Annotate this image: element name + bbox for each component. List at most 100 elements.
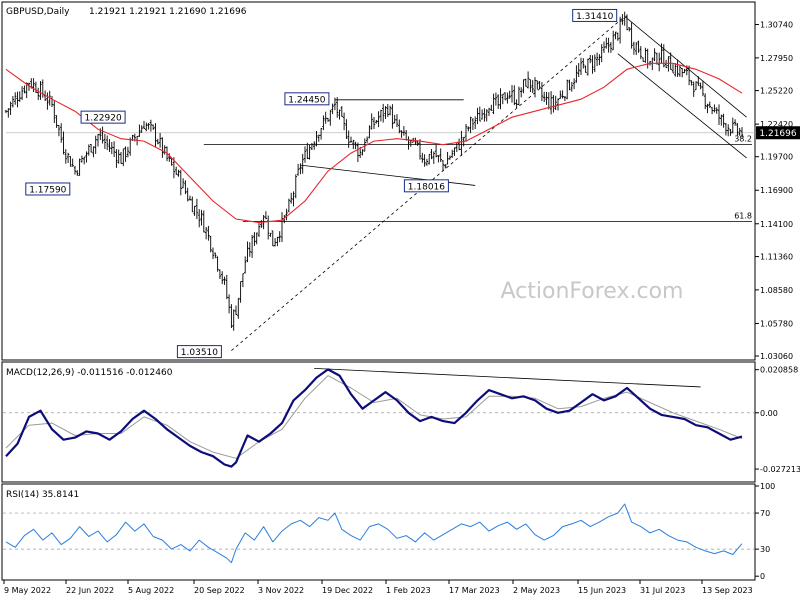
x-tick-label: 19 Dec 2022 bbox=[322, 586, 373, 595]
price-bar bbox=[112, 141, 116, 158]
price-bar bbox=[198, 209, 201, 228]
price-bar bbox=[722, 113, 725, 128]
price-bar bbox=[83, 156, 86, 165]
fib-label: 61.8 bbox=[734, 211, 752, 220]
price-bar bbox=[296, 163, 300, 176]
price-bar bbox=[64, 149, 67, 164]
price-tick-label: 1.25220 bbox=[760, 87, 793, 96]
price-bar bbox=[204, 226, 208, 240]
price-bar bbox=[149, 119, 153, 132]
price-bar bbox=[246, 241, 249, 263]
macd-tick-label: 0.00 bbox=[760, 409, 778, 418]
price-bar bbox=[637, 40, 640, 53]
macd-axis-ticks: 0.020858 0.00 -0.027213 bbox=[3, 366, 800, 474]
price-bar bbox=[119, 152, 123, 164]
price-tick-label: 1.19700 bbox=[760, 153, 793, 162]
price-bar bbox=[393, 114, 396, 124]
price-bar bbox=[9, 101, 12, 115]
price-bar bbox=[179, 169, 182, 196]
price-bar bbox=[566, 79, 569, 100]
price-bar bbox=[338, 109, 341, 120]
ohlc-values: 1.21921 1.21921 1.21690 1.21696 bbox=[89, 7, 247, 17]
macd-line bbox=[5, 368, 743, 468]
current-price-box bbox=[756, 126, 800, 140]
price-bar bbox=[697, 76, 700, 87]
current-price-marker: 1.21696 bbox=[756, 126, 800, 140]
rsi-lines bbox=[5, 503, 743, 564]
price-bar bbox=[138, 124, 141, 137]
price-bar bbox=[522, 79, 525, 94]
x-tick-label: 5 Aug 2022 bbox=[128, 586, 174, 595]
price-bars bbox=[4, 11, 744, 331]
price-bar bbox=[177, 169, 180, 177]
price-bar bbox=[216, 256, 219, 272]
price-tick-label: 1.05780 bbox=[760, 319, 793, 328]
price-bar bbox=[37, 87, 40, 101]
price-bar bbox=[345, 119, 348, 139]
price-bar bbox=[667, 56, 670, 72]
fibonacci-levels: 61.8 38.2 bbox=[6, 132, 755, 222]
macd-title: MACD(12,26,9) -0.011516 -0.012460 bbox=[6, 368, 173, 378]
price-bar bbox=[27, 82, 31, 91]
price-bar bbox=[499, 88, 502, 110]
annotation-text: 1.24450 bbox=[288, 95, 325, 105]
price-bar bbox=[66, 152, 70, 163]
price-bar bbox=[720, 114, 723, 126]
price-bar bbox=[280, 212, 284, 242]
annotation-text: 1.22920 bbox=[84, 114, 121, 124]
price-bar bbox=[506, 92, 509, 104]
price-bar bbox=[14, 92, 17, 105]
price-bar bbox=[471, 118, 475, 131]
price-bar bbox=[186, 187, 189, 202]
price-bar bbox=[632, 41, 636, 55]
price-bar bbox=[326, 117, 330, 122]
price-bar bbox=[543, 91, 546, 103]
price-bar bbox=[398, 119, 401, 134]
price-bar bbox=[738, 127, 741, 136]
price-bar bbox=[193, 205, 196, 216]
price-bar bbox=[117, 149, 120, 164]
price-bar bbox=[563, 96, 567, 102]
price-bar bbox=[333, 97, 337, 111]
price-bar bbox=[158, 133, 162, 148]
price-bar bbox=[687, 65, 691, 86]
price-bar bbox=[73, 165, 77, 175]
price-bar bbox=[639, 46, 642, 60]
price-bar bbox=[85, 151, 88, 163]
price-bar bbox=[434, 144, 438, 158]
price-bar bbox=[248, 242, 251, 257]
price-bar bbox=[671, 64, 675, 74]
price-bar bbox=[62, 131, 65, 155]
price-bar bbox=[704, 93, 707, 110]
price-panel-frame bbox=[1, 1, 756, 361]
annotation-text: 1.18016 bbox=[408, 182, 445, 192]
price-bar bbox=[492, 93, 495, 115]
price-bar bbox=[283, 215, 286, 224]
price-bar bbox=[308, 144, 311, 160]
price-bar bbox=[184, 180, 187, 195]
price-bar bbox=[584, 65, 587, 73]
price-bar bbox=[444, 164, 447, 169]
price-bar bbox=[513, 85, 516, 106]
price-bar bbox=[53, 100, 56, 123]
price-bar bbox=[209, 235, 212, 253]
price-bar bbox=[87, 144, 90, 156]
price-bar bbox=[715, 107, 718, 114]
price-bar bbox=[731, 117, 734, 134]
price-bar bbox=[278, 231, 281, 243]
price-bar bbox=[432, 151, 435, 164]
price-bar bbox=[336, 97, 339, 118]
price-bar bbox=[237, 297, 240, 319]
x-tick-label: 2 May 2023 bbox=[513, 586, 560, 595]
price-bar bbox=[20, 86, 24, 100]
price-bar bbox=[607, 37, 610, 53]
macd-tick-label: 0.020858 bbox=[760, 366, 798, 375]
price-bar bbox=[103, 133, 107, 149]
price-bar bbox=[170, 157, 173, 166]
price-bar bbox=[230, 304, 233, 329]
price-bar bbox=[733, 119, 737, 126]
price-bar bbox=[57, 124, 61, 137]
price-bar bbox=[223, 276, 226, 285]
price-bar bbox=[540, 82, 544, 102]
